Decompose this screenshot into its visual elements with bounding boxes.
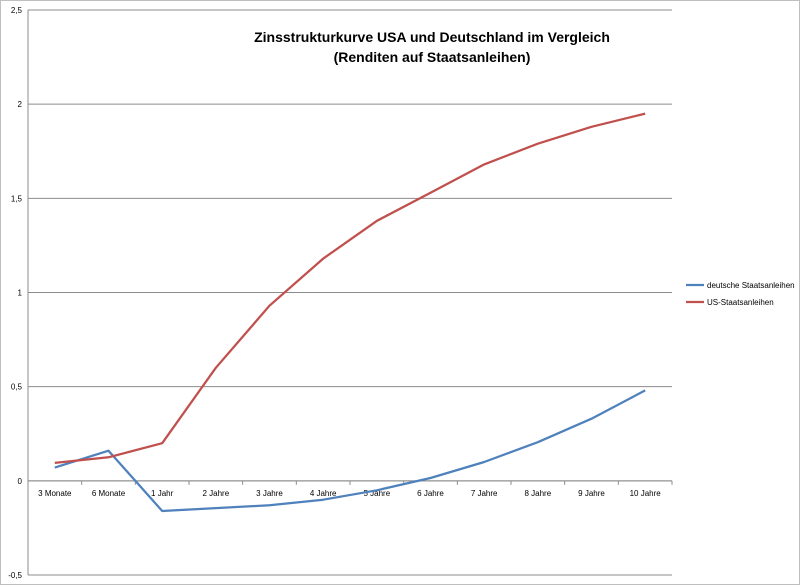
x-tick-label: 7 Jahre xyxy=(471,489,498,498)
x-tick-label: 5 Jahre xyxy=(363,489,390,498)
x-tick-label: 2 Jahre xyxy=(202,489,229,498)
x-tick-label: 3 Monate xyxy=(38,489,72,498)
x-tick-label: 4 Jahre xyxy=(310,489,337,498)
x-tick-label: 9 Jahre xyxy=(578,489,605,498)
y-tick-label: 1,5 xyxy=(11,194,23,203)
x-tick-label: 8 Jahre xyxy=(524,489,551,498)
legend: deutsche Staatsanleihen US-Staatsanleihen xyxy=(686,281,795,307)
y-tick-label: 0,5 xyxy=(11,383,23,392)
y-tick-label: 2 xyxy=(18,100,23,109)
series-line-0 xyxy=(54,389,646,513)
y-tick-label: -0,5 xyxy=(8,571,22,580)
x-tick-label: 6 Monate xyxy=(92,489,126,498)
y-tick-labels: -0,5 0 0,5 1 1,5 2 2,5 xyxy=(8,6,22,580)
series-lines xyxy=(54,112,646,513)
legend-label-1: US-Staatsanleihen xyxy=(707,298,774,307)
x-tick-label: 10 Jahre xyxy=(630,489,662,498)
y-tick-label: 1 xyxy=(18,289,23,298)
y-tick-label: 2,5 xyxy=(11,6,23,15)
chart-subtitle: (Renditen auf Staatsanleihen) xyxy=(334,49,531,65)
x-tick-label: 1 Jahr xyxy=(151,489,174,498)
x-tick-label: 3 Jahre xyxy=(256,489,283,498)
legend-label-0: deutsche Staatsanleihen xyxy=(707,281,795,290)
x-tick-label: 6 Jahre xyxy=(417,489,444,498)
chart-title: Zinsstrukturkurve USA und Deutschland im… xyxy=(254,29,610,45)
x-tick-labels: 3 Monate 6 Monate 1 Jahr 2 Jahre 3 Jahre 4 Ja… xyxy=(38,489,661,498)
series-line-1 xyxy=(54,112,646,465)
y-tick-label: 0 xyxy=(18,477,23,486)
